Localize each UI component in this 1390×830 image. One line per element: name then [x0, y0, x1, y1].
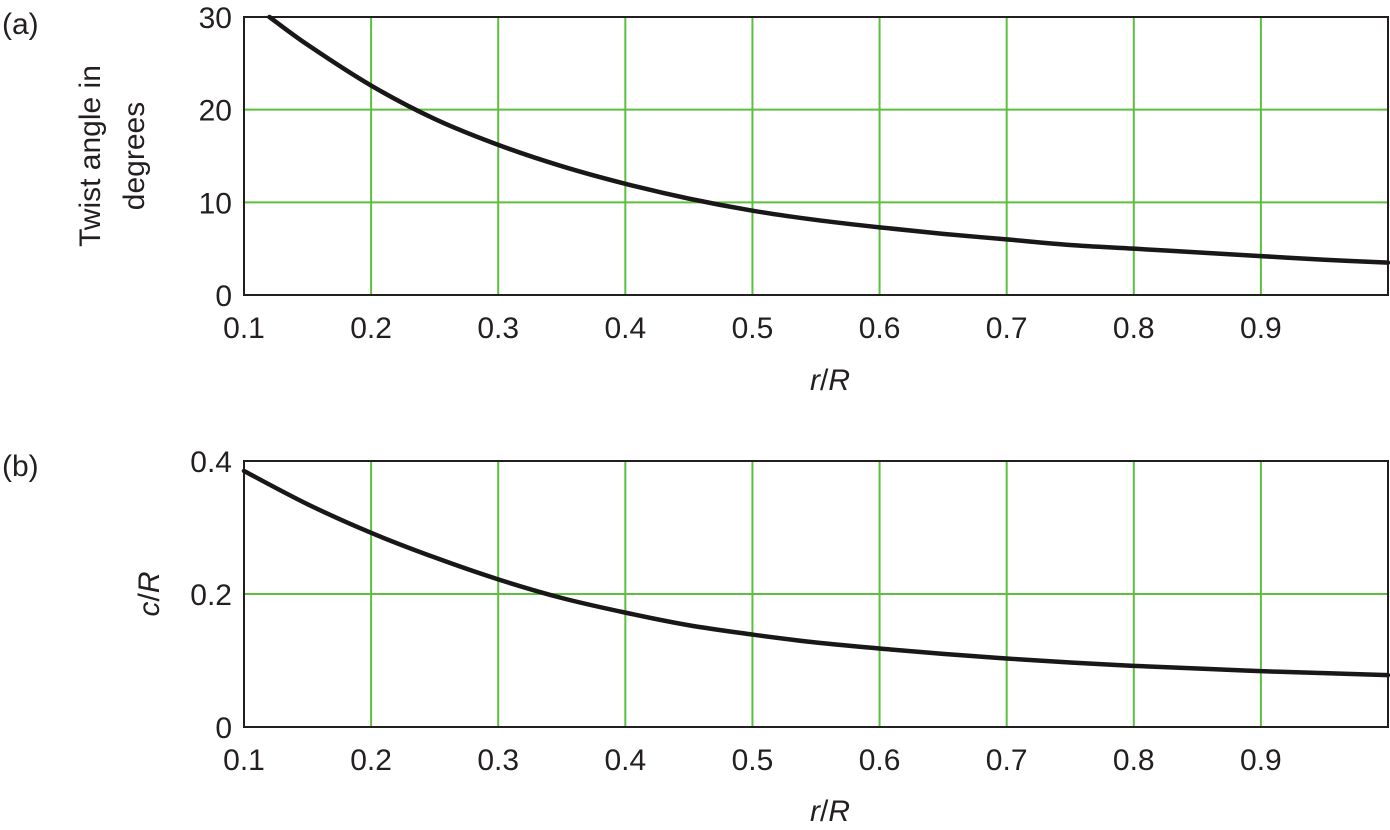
- y-axis-label: c/R: [133, 571, 166, 616]
- y-axis-label-line: degrees: [118, 102, 151, 210]
- x-tick-label: 0.1: [223, 312, 265, 345]
- x-tick-label: 0.6: [859, 744, 901, 777]
- y-axis-label-slash: /: [133, 593, 166, 602]
- data-series-line: [267, 14, 1390, 265]
- x-tick-label: 0.6: [859, 312, 901, 345]
- panel-label: (a): [2, 8, 39, 41]
- y-axis-label-line: c/R: [133, 571, 166, 616]
- x-tick-label: 0.8: [1113, 312, 1155, 345]
- y-axis-label: Twist angle in degrees: [74, 65, 151, 247]
- x-tick-label: 0.3: [477, 744, 519, 777]
- x-tick-label: 0.7: [986, 312, 1028, 345]
- x-tick-label: 0.9: [1240, 744, 1282, 777]
- x-tick-label: 0.4: [604, 312, 646, 345]
- x-axis-label-slash: /: [820, 795, 829, 828]
- x-tick-label: 0.5: [732, 744, 774, 777]
- y-axis-label-part: c: [133, 602, 166, 617]
- chart-panel-a: 0.1 0.2 0.3 0.4 0.5 0.6 0.7 0.8 0.9 0 10 20 30 r/R Twi…: [2, 2, 1390, 397]
- chart-panel-b: 0.1 0.2 0.3 0.4 0.5 0.6 0.7 0.8 0.900.20.4r/Rc/R…: [2, 446, 1390, 828]
- y-tick-label: 0: [215, 712, 232, 745]
- y-tick-label: 20: [199, 95, 232, 128]
- y-tick-label: 30: [199, 2, 232, 35]
- x-tick-label: 0.4: [604, 744, 646, 777]
- x-tick-label: 0.8: [1113, 744, 1155, 777]
- x-tick-label: 0.2: [350, 744, 392, 777]
- y-tick-label: 0.2: [190, 579, 232, 612]
- x-axis-label-part: r: [810, 795, 821, 828]
- x-tick-label: 0.2: [350, 312, 392, 345]
- panel-label: (b): [2, 450, 39, 483]
- x-axis-label: r/R: [810, 364, 850, 397]
- x-axis-label-part: R: [828, 364, 850, 397]
- x-tick-label: 0.5: [732, 312, 774, 345]
- y-axis-label-part: R: [133, 571, 166, 593]
- plot-frame: [243, 16, 1389, 296]
- x-tick-label: 0.7: [986, 744, 1028, 777]
- x-axis-label: r/R: [810, 795, 850, 828]
- y-tick-label: 0: [215, 280, 232, 313]
- data-series-line: [241, 468, 1390, 678]
- plot-frame: [243, 460, 1389, 728]
- y-tick-label: 10: [199, 187, 232, 220]
- x-axis-label-slash: /: [820, 364, 829, 397]
- x-axis-label-part: r: [810, 364, 821, 397]
- x-tick-label: 0.9: [1240, 312, 1282, 345]
- x-tick-label: 0.3: [477, 312, 519, 345]
- x-tick-label: 0.1: [223, 744, 265, 777]
- y-axis-label-line: Twist angle in: [74, 65, 107, 247]
- x-axis-label-part: R: [828, 795, 850, 828]
- y-tick-label: 0.4: [190, 446, 232, 479]
